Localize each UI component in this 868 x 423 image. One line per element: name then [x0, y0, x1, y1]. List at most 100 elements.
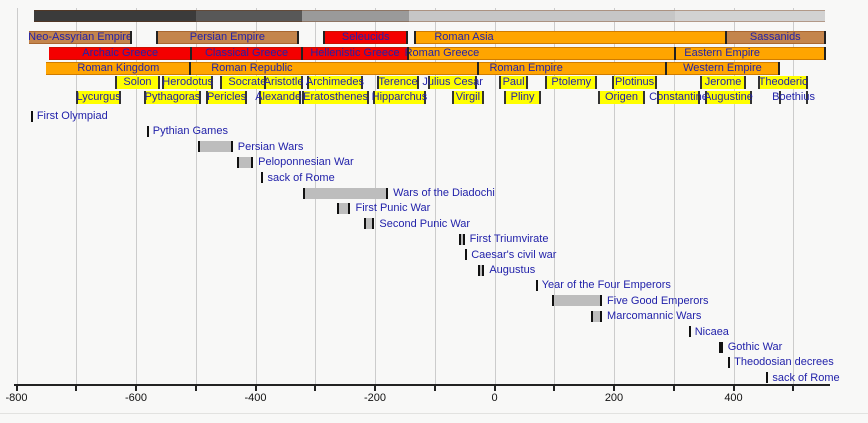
event-label[interactable]: Augustus: [489, 264, 536, 276]
period-segment: [302, 10, 410, 22]
event-label[interactable]: Peloponnesian War: [258, 156, 354, 169]
event-label[interactable]: Wars of the Diadochi: [393, 187, 495, 199]
event-label[interactable]: Nicaea: [694, 325, 729, 338]
period-segment: [49, 47, 191, 60]
person-name[interactable]: Pericles: [206, 91, 247, 103]
axis-tick: [254, 384, 257, 391]
event-bar: [719, 341, 724, 353]
event-label[interactable]: Gothic War: [727, 341, 783, 353]
person-name[interactable]: Theoderic: [758, 76, 808, 88]
period-label[interactable]: Neo-Assyrian Empire: [28, 31, 133, 43]
axis-tick: [613, 384, 615, 391]
period-label[interactable]: Archaic Greece: [82, 47, 159, 59]
person-name[interactable]: Ptolemy: [551, 76, 592, 88]
person-name[interactable]: Herodotus: [162, 76, 214, 88]
event-marker: [30, 110, 33, 122]
person-lifespan: [504, 91, 542, 104]
person-name[interactable]: Pliny: [510, 91, 535, 103]
period-divider: [296, 31, 299, 44]
period-label[interactable]: Roman Kingdom: [77, 62, 160, 74]
person-lifespan: [612, 76, 658, 89]
person-name[interactable]: Julius Cesar: [422, 76, 483, 88]
person-name[interactable]: Virgil: [455, 91, 481, 103]
period-label[interactable]: Roman Republic: [211, 62, 293, 74]
person-name[interactable]: Jerome: [704, 76, 742, 88]
period-divider: [823, 31, 826, 44]
axis-tick: [314, 384, 317, 391]
person-lifespan: [373, 91, 426, 104]
event-label[interactable]: Year of the Four Emperors: [541, 279, 671, 292]
gridline: [554, 8, 556, 384]
person-lifespan: [452, 91, 484, 104]
person-name[interactable]: Archimedes: [305, 76, 364, 88]
axis-tick-label: -400: [244, 392, 267, 404]
axis-tick-label: 200: [604, 392, 624, 404]
period-label[interactable]: Roman Asia: [434, 31, 494, 43]
person-lifespan: [205, 91, 248, 104]
period-divider: [189, 62, 192, 75]
event-label[interactable]: Persian Wars: [237, 140, 304, 153]
person-name[interactable]: Boethius: [772, 91, 815, 103]
period-divider: [406, 31, 409, 44]
event-bar: [551, 295, 603, 307]
period-divider: [664, 62, 667, 75]
gridline: [136, 8, 137, 384]
event-label[interactable]: Five Good Emperors: [607, 294, 709, 307]
axis-tick-label: -600: [124, 392, 148, 404]
person-lifespan: [376, 76, 420, 89]
person-name[interactable]: Hipparchus: [371, 91, 428, 103]
period-label[interactable]: Sassanids: [749, 31, 801, 43]
period-divider: [724, 31, 727, 44]
period-segment: [302, 47, 408, 60]
person-name[interactable]: Lycurgus: [76, 91, 121, 103]
period-label[interactable]: Eastern Empire: [684, 47, 761, 59]
event-label[interactable]: Second Punic War: [379, 217, 471, 230]
period-segment: [674, 10, 825, 22]
period-segment: [407, 47, 675, 60]
event-label[interactable]: Theodosian decrees: [734, 356, 834, 369]
period-label[interactable]: Roman Greece: [404, 47, 480, 59]
person-name[interactable]: Terence: [378, 76, 418, 88]
person-name[interactable]: Pythagoras: [144, 91, 201, 103]
event-label[interactable]: Marcomannic Wars: [607, 310, 702, 323]
event-label[interactable]: Caesar's civil war: [471, 248, 557, 261]
person-lifespan: [259, 91, 301, 104]
person-name[interactable]: Aristotle: [263, 76, 304, 88]
period-segment: [156, 31, 298, 44]
gridline: [673, 8, 675, 384]
event-label[interactable]: First Triumvirate: [469, 233, 549, 246]
period-segment: [415, 31, 726, 44]
period-divider: [476, 62, 479, 75]
period-divider: [414, 31, 417, 44]
period-label[interactable]: Roman Empire: [489, 62, 563, 74]
event-marker: [535, 279, 538, 291]
event-label[interactable]: sack of Rome: [772, 371, 840, 384]
person-name[interactable]: Alexander: [255, 91, 305, 103]
person-name[interactable]: Constantine: [649, 91, 708, 103]
period-segment: [29, 31, 132, 44]
axis-tick: [493, 384, 496, 391]
period-divider: [155, 31, 158, 44]
period-label[interactable]: Western Empire: [683, 62, 762, 74]
event-label[interactable]: First Olympiad: [36, 110, 108, 122]
person-name[interactable]: Paul: [502, 76, 525, 88]
event-label[interactable]: sack of Rome: [267, 171, 335, 184]
person-name[interactable]: Eratosthenes: [303, 91, 368, 103]
person-name[interactable]: Plotinus: [615, 76, 655, 88]
period-label[interactable]: Seleucids: [341, 31, 390, 43]
person-lifespan: [700, 76, 747, 89]
event-label[interactable]: Pythian Games: [152, 125, 228, 138]
period-label[interactable]: Hellenistic Greece: [310, 47, 400, 59]
person-name[interactable]: Socrates: [228, 76, 272, 88]
period-label[interactable]: Classical Greece: [204, 47, 289, 59]
axis-tick: [732, 384, 735, 391]
event-label[interactable]: First Punic War: [355, 202, 431, 215]
person-lifespan: [306, 76, 364, 89]
person-name[interactable]: Augustine: [703, 91, 753, 103]
period-segment: [725, 31, 825, 44]
person-name[interactable]: Solon: [123, 76, 152, 88]
axis-tick: [553, 384, 556, 391]
period-label[interactable]: Persian Empire: [189, 31, 266, 43]
person-name[interactable]: Origen: [604, 91, 638, 103]
period-divider: [189, 47, 192, 60]
